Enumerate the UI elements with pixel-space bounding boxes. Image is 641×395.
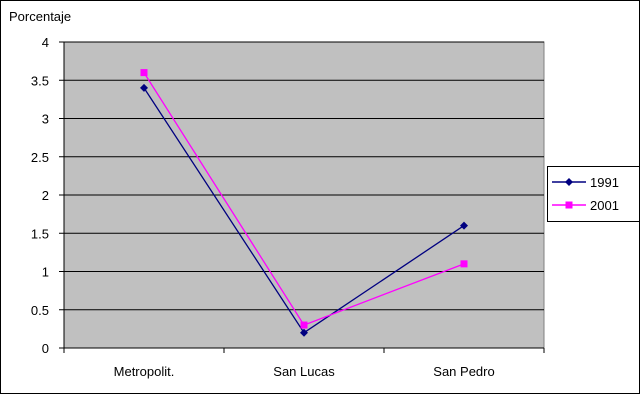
gridlines: [64, 41, 544, 311]
y-tick-label: 0.5: [31, 303, 49, 318]
legend-item-2001: 2001: [548, 196, 638, 216]
legend-label-1991: 1991: [590, 175, 619, 190]
legend-swatch-1991: [552, 178, 586, 186]
point-2001: [460, 260, 468, 268]
series-lines: [140, 69, 468, 337]
y-tick-label: 4: [42, 35, 49, 50]
point-1991: [300, 328, 308, 337]
y-tick-label: 3: [42, 112, 49, 127]
x-tick-labels: Metropolit. San Lucas San Pedro: [114, 364, 495, 379]
point-2001: [300, 321, 308, 329]
point-1991: [140, 83, 148, 92]
x-tick-label: San Pedro: [433, 364, 494, 379]
point-2001: [140, 69, 148, 77]
y-axis-label: Porcentaje: [9, 9, 71, 24]
y-tick-labels: 0 0.5 1 1.5 2 2.5 3 3.5 4: [31, 35, 49, 356]
y-tick-label: 2: [42, 188, 49, 203]
y-tick-label: 3.5: [31, 73, 49, 88]
legend-label-2001: 2001: [590, 198, 619, 213]
y-tick-label: 2.5: [31, 150, 49, 165]
legend-item-1991: 1991: [548, 173, 638, 193]
legend: 1991 2001: [547, 166, 640, 222]
y-tick-label: 1: [42, 265, 49, 280]
legend-swatch-2001: [552, 201, 586, 209]
y-tick-label: 1.5: [31, 226, 49, 241]
y-tick-label: 0: [42, 341, 49, 356]
x-tick-label: San Lucas: [273, 364, 335, 379]
point-1991: [460, 221, 468, 230]
x-tick-label: Metropolit.: [114, 364, 175, 379]
axes: [59, 41, 545, 353]
